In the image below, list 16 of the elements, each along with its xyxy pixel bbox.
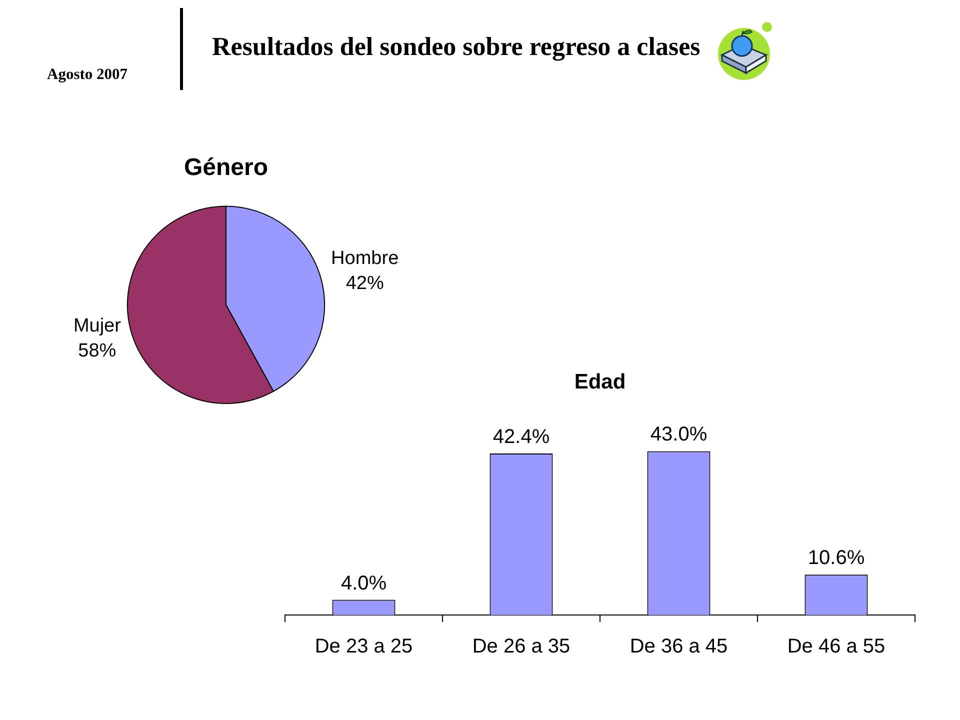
- x-tick-label: De 26 a 35: [472, 636, 570, 658]
- chart-title: Género: [184, 154, 268, 182]
- data-label: 58%: [78, 340, 116, 362]
- chart-title: Edad: [574, 370, 626, 394]
- text: Agosto 2007: [47, 66, 128, 84]
- slice-label: Mujer: [73, 315, 122, 336]
- slice-label: Hombre: [331, 248, 399, 269]
- x-tick-label: De 36 a 45: [630, 636, 728, 658]
- data-label: 42%: [346, 272, 384, 294]
- x-tick-label: De 46 a 55: [787, 636, 886, 658]
- text: Resultados del sondeo sobre regreso a clases: [212, 32, 700, 62]
- data-label: 4.0%: [340, 572, 387, 594]
- x-tick-label: De 23 a 25: [314, 636, 413, 658]
- data-label: 43.0%: [650, 424, 708, 446]
- data-label: 10.6%: [808, 547, 865, 570]
- data-label: 42.4%: [492, 426, 550, 448]
